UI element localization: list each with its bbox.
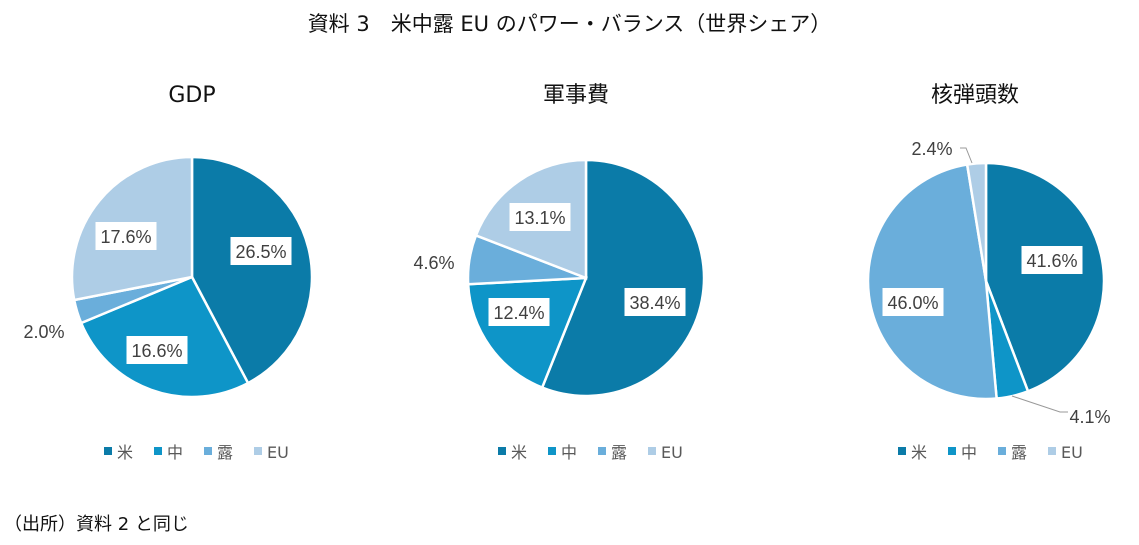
pie-slice-米 <box>190 155 314 385</box>
legend-label: 中 <box>961 443 977 462</box>
pie-slice-米 <box>540 158 706 398</box>
legend-label: 中 <box>561 443 577 462</box>
legend-swatch <box>104 447 112 455</box>
legend-label: 米 <box>117 443 133 462</box>
legend-label: 中 <box>167 443 183 462</box>
legend: 米 中 露 EU <box>498 443 683 462</box>
legend-label: EU <box>1061 443 1083 462</box>
legend-label: 米 <box>511 443 527 462</box>
data-label-box <box>230 237 292 265</box>
data-label-box <box>488 298 550 326</box>
data-label: 16.6% <box>131 341 182 361</box>
pie-slice-米 <box>984 161 1106 393</box>
data-label: 4.6% <box>413 253 454 273</box>
pie-chart-0: GDP 26.5% 16.6% 2.0% 17.6% 米 中 露 EU <box>23 83 314 462</box>
data-label: 46.0% <box>887 293 938 313</box>
figure-title: 資料 3 米中露 EU のパワー・バランス（世界シェア） <box>307 12 832 36</box>
chart-title: 軍事費 <box>543 83 609 108</box>
legend: 米 中 露 EU <box>898 443 1083 462</box>
data-label: 17.6% <box>100 227 151 247</box>
legend-swatch <box>948 447 956 455</box>
pie-chart-2: 核弾頭数 41.6% 4.1% 46.0% 2.4% 米 中 露 EU <box>866 83 1111 462</box>
legend-swatch <box>1048 447 1056 455</box>
legend-swatch <box>548 447 556 455</box>
leader-line <box>960 147 973 164</box>
legend-label: EU <box>661 443 683 462</box>
legend-label: 露 <box>1011 443 1027 462</box>
data-label: 2.4% <box>911 139 952 159</box>
legend-swatch <box>498 447 506 455</box>
chart-title: 核弾頭数 <box>931 83 1019 108</box>
source-note: （出所）資料 2 と同じ <box>4 514 189 535</box>
data-label: 38.4% <box>629 293 680 313</box>
data-label: 2.0% <box>23 322 64 342</box>
data-label: 26.5% <box>235 242 286 262</box>
leader-line <box>1011 395 1068 413</box>
legend-swatch <box>648 447 656 455</box>
legend-swatch <box>598 447 606 455</box>
legend-swatch <box>998 447 1006 455</box>
pie-slice-EU <box>965 161 988 282</box>
pie-chart-1: 軍事費 38.4% 12.4% 4.6% 13.1% 米 中 露 EU <box>413 83 706 462</box>
chart-title: GDP <box>168 83 215 108</box>
data-label: 13.1% <box>514 208 565 228</box>
legend-swatch <box>154 447 162 455</box>
data-label-box <box>882 288 944 316</box>
data-label: 41.6% <box>1026 251 1077 271</box>
data-label-box <box>126 336 188 364</box>
legend-swatch <box>254 447 262 455</box>
data-label-box <box>95 222 157 250</box>
legend-label: 米 <box>911 443 927 462</box>
legend: 米 中 露 EU <box>104 443 289 462</box>
legend-label: 露 <box>217 443 233 462</box>
legend-swatch <box>898 447 906 455</box>
data-label-box <box>624 288 686 316</box>
data-label-box <box>1021 246 1083 274</box>
legend-swatch <box>204 447 212 455</box>
legend-label: 露 <box>611 443 627 462</box>
data-label: 12.4% <box>493 303 544 323</box>
data-label-box <box>509 203 571 231</box>
legend-label: EU <box>267 443 289 462</box>
pie-slice-露 <box>866 163 998 401</box>
data-label: 4.1% <box>1069 407 1110 427</box>
